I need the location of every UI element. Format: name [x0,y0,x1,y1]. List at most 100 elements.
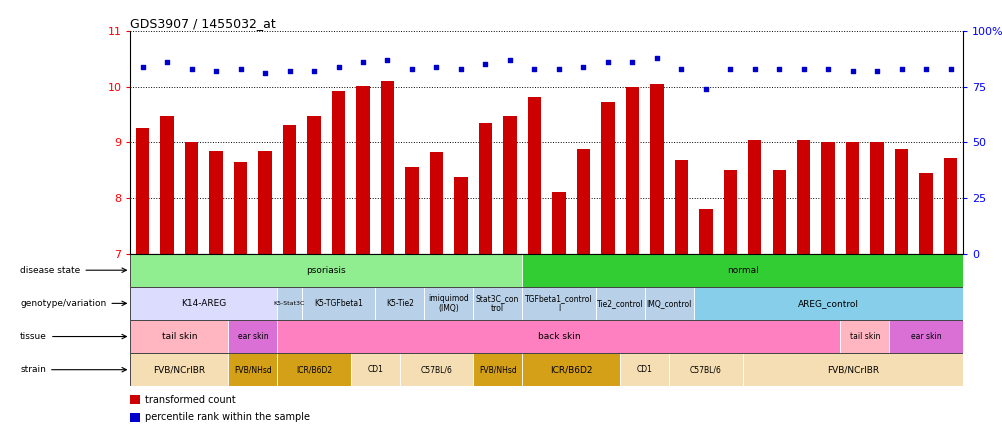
Point [599,59,615,66]
Bar [845,143,859,254]
Bar [130,287,962,320]
Bar [405,167,418,254]
Text: K5-TGFbeta1: K5-TGFbeta1 [314,299,363,308]
Bar [919,173,932,254]
Text: CD1: CD1 [636,365,652,374]
Bar [870,143,883,254]
Text: C57BL/6: C57BL/6 [689,365,721,374]
Bar [821,143,834,254]
Point [282,67,298,75]
Point [575,63,591,70]
Bar [840,320,889,353]
Point [648,54,664,61]
Text: ICR/B6D2: ICR/B6D2 [296,365,332,374]
Bar [228,353,277,386]
Point [942,65,958,72]
Bar [130,254,522,287]
Bar [625,87,638,254]
Bar [130,353,962,386]
Point [257,70,273,77]
Point [672,65,688,72]
Bar [473,287,522,320]
Bar [302,287,375,320]
Bar [135,128,149,254]
Bar [522,254,962,287]
Bar [943,158,957,254]
Text: imiquimod
(IMQ): imiquimod (IMQ) [428,293,469,313]
Bar [283,125,296,254]
Bar [600,102,614,254]
Bar [130,320,228,353]
Bar [619,353,668,386]
Point [207,67,223,75]
Bar [130,254,962,287]
Bar [184,143,198,254]
Point [330,63,347,70]
Bar [130,320,962,353]
Point [526,65,542,72]
Text: transformed count: transformed count [145,395,235,404]
Point [844,67,860,75]
Point [428,63,444,70]
Text: GDS3907 / 1455032_at: GDS3907 / 1455032_at [130,17,276,30]
Bar [595,287,644,320]
Text: K14-AREG: K14-AREG [181,299,226,308]
Point [550,65,566,72]
Text: FVB/NCrIBR: FVB/NCrIBR [826,365,878,374]
Point [306,67,322,75]
Text: IMQ_control: IMQ_control [645,299,691,308]
Point [917,65,933,72]
Point [697,85,713,92]
Text: Tie2_control: Tie2_control [596,299,642,308]
Text: FVB/NHsd: FVB/NHsd [478,365,516,374]
Text: tissue: tissue [20,332,126,341]
Point [893,65,909,72]
Text: strain: strain [20,365,126,374]
Bar [473,353,522,386]
Text: TGFbeta1_control
l: TGFbeta1_control l [524,293,592,313]
Bar [772,170,786,254]
Point [477,61,493,68]
Point [501,56,517,63]
Bar [356,86,370,254]
Text: back skin: back skin [537,332,579,341]
Text: CD1: CD1 [367,365,383,374]
Bar [381,81,394,254]
Point [404,65,420,72]
Text: K5-Tie2: K5-Tie2 [386,299,413,308]
Bar [277,320,840,353]
Bar [692,287,962,320]
Bar [233,162,247,254]
Point [159,59,175,66]
Text: C57BL/6: C57BL/6 [420,365,452,374]
Bar [375,287,424,320]
Bar [277,353,351,386]
Bar [576,149,589,254]
Bar [527,97,541,254]
Bar [209,151,222,254]
Bar [551,192,565,254]
Point [771,65,787,72]
Text: genotype/variation: genotype/variation [20,299,126,308]
Bar [478,123,492,254]
Bar [674,160,687,254]
Point [453,65,469,72]
Bar [130,353,228,386]
Point [623,59,639,66]
Bar [259,151,272,254]
Bar [503,116,516,254]
Text: tail skin: tail skin [849,332,879,341]
Text: K5-Stat3C: K5-Stat3C [274,301,305,306]
Bar [522,353,619,386]
Text: FVB/NHsd: FVB/NHsd [233,365,272,374]
Bar [454,177,467,254]
Text: Stat3C_con
trol: Stat3C_con trol [476,293,519,313]
Text: tail skin: tail skin [161,332,197,341]
Text: psoriasis: psoriasis [307,266,346,275]
Bar [130,287,277,320]
Text: FVB/NCrIBR: FVB/NCrIBR [153,365,205,374]
Point [721,65,737,72]
Text: normal: normal [725,266,758,275]
Bar [889,320,962,353]
Bar [400,353,473,386]
